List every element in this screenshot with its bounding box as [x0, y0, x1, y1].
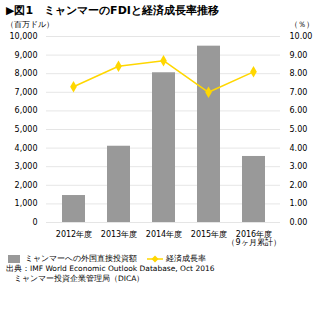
svg-text:0: 0 — [32, 218, 37, 227]
svg-text:10.00: 10.00 — [290, 32, 313, 41]
svg-text:8.00: 8.00 — [290, 69, 308, 78]
html-text:ミャンマー投資企業管理局（DICA）: ミャンマー投資企業管理局（DICA） — [6, 274, 145, 283]
svg-text:2.00: 2.00 — [290, 181, 308, 190]
svg-text:2012年度: 2012年度 — [56, 230, 92, 239]
svg-text:2014年度: 2014年度 — [146, 230, 182, 239]
svg-text:5,000: 5,000 — [15, 125, 38, 134]
svg-text:1.00: 1.00 — [290, 199, 308, 208]
svg-text:6.00: 6.00 — [290, 106, 308, 115]
svg-text:3.00: 3.00 — [290, 162, 308, 171]
svg-text:2,000: 2,000 — [15, 181, 38, 190]
svg-text:7.00: 7.00 — [290, 88, 308, 97]
svg-text:9,000: 9,000 — [15, 51, 38, 60]
svg-text:0.00: 0.00 — [290, 218, 308, 227]
html-text:（百万ドル）: （百万ドル） — [6, 20, 54, 29]
svg-text:2013年度: 2013年度 — [101, 230, 137, 239]
svg-text:8,000: 8,000 — [15, 69, 38, 78]
svg-text:6,000: 6,000 — [15, 106, 38, 115]
html-text:経済成長率: 経済成長率 — [166, 254, 206, 263]
svg-text:4,000: 4,000 — [15, 144, 38, 153]
html-text:出典：IMF World Economic Outlook: 出典：IMF World Economic Outlook Database, … — [6, 264, 215, 273]
svg-text:5.00: 5.00 — [290, 125, 308, 134]
html-text:▶図1 ミャンマーのFDIと経済成長率推移: ▶図1 ミャンマーのFDIと経済成長率推移 — [6, 4, 219, 17]
svg-text:7,000: 7,000 — [15, 88, 38, 97]
svg-text:2015年度: 2015年度 — [191, 230, 227, 239]
svg-text:1,000: 1,000 — [15, 199, 38, 208]
svg-text:2016年度（9ヶ月累計）: 2016年度（9ヶ月累計） — [227, 230, 280, 247]
svg-text:3,000: 3,000 — [15, 162, 38, 171]
svg-text:10,000: 10,000 — [10, 32, 38, 41]
svg-text:9.00: 9.00 — [290, 51, 308, 60]
svg-text:4.00: 4.00 — [290, 144, 308, 153]
html-text:ミャンマーへの外国直接投資額: ミャンマーへの外国直接投資額 — [25, 254, 137, 263]
